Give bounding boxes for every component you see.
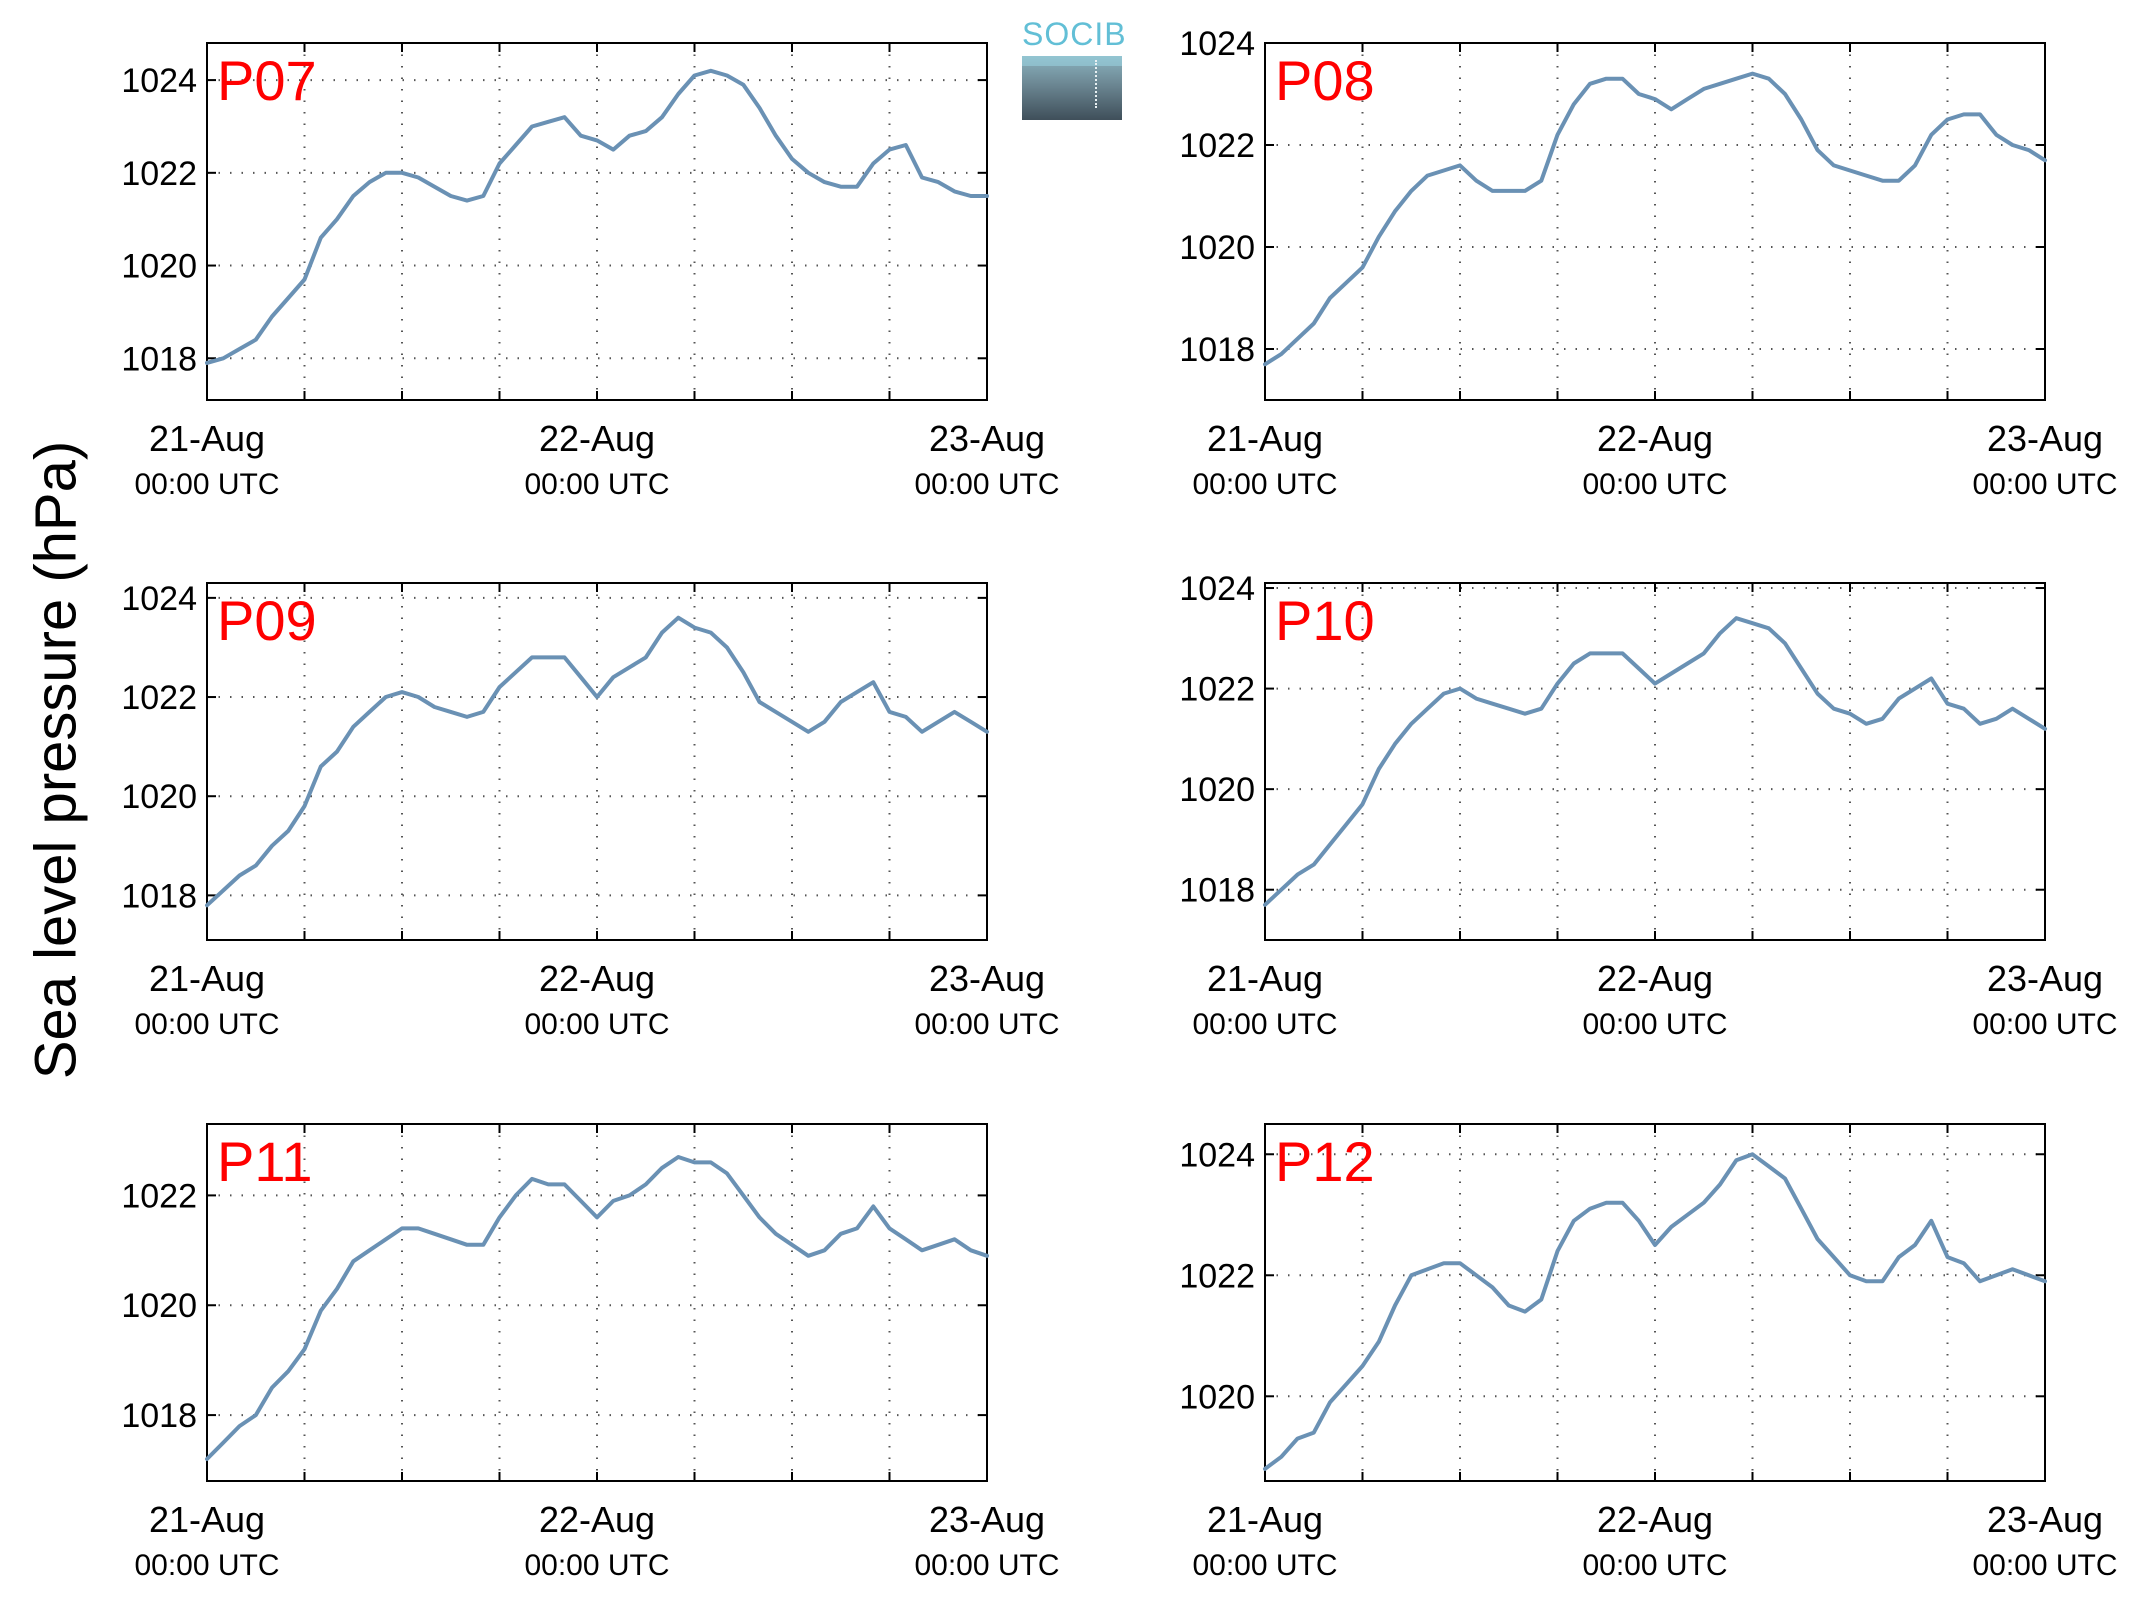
- axes-frame: [1264, 582, 2046, 941]
- y-tick-label: 1018: [121, 877, 197, 915]
- y-tick-label: 1018: [1179, 872, 1255, 910]
- x-tick-label-date: 23-Aug: [929, 1499, 1045, 1540]
- x-tick-label-time: 00:00 UTC: [914, 468, 1059, 501]
- x-tick-label-date: 23-Aug: [1987, 1499, 2103, 1540]
- x-tick-label-time: 00:00 UTC: [1192, 1008, 1337, 1041]
- y-tick-label: 1022: [121, 679, 197, 717]
- x-tick-label-time: 00:00 UTC: [1582, 468, 1727, 501]
- panel-label: P11: [217, 1130, 312, 1193]
- y-tick-label: 1020: [121, 248, 197, 286]
- x-tick-label-time: 00:00 UTC: [1582, 1549, 1727, 1582]
- x-tick-label-time: 00:00 UTC: [1972, 468, 2117, 501]
- x-tick-label-time: 00:00 UTC: [1972, 1549, 2117, 1582]
- x-tick-label-time: 00:00 UTC: [914, 1008, 1059, 1041]
- x-tick-label-time: 00:00 UTC: [1192, 468, 1337, 501]
- x-tick-label-date: 21-Aug: [149, 418, 265, 459]
- axes-frame: [206, 582, 988, 941]
- y-tick-label: 1022: [1179, 1257, 1255, 1295]
- y-tick-label: 1020: [1179, 229, 1255, 267]
- y-tick-label: 1020: [121, 1287, 197, 1325]
- x-tick-label-time: 00:00 UTC: [134, 1549, 279, 1582]
- y-tick-label: 1024: [121, 62, 197, 100]
- x-tick-label-time: 00:00 UTC: [524, 468, 669, 501]
- logo-text: SOCIB: [1022, 16, 1127, 52]
- y-tick-label: 1022: [1179, 127, 1255, 165]
- y-tick-label: 1022: [121, 155, 197, 193]
- x-tick-label-date: 23-Aug: [1987, 958, 2103, 999]
- axes-frame: [206, 42, 988, 401]
- socib-logo: SOCIB: [1022, 16, 1127, 120]
- pressure-series-line: [205, 615, 989, 908]
- x-tick-label-date: 21-Aug: [1207, 1499, 1323, 1540]
- y-tick-label: 1020: [121, 778, 197, 816]
- x-tick-label-time: 00:00 UTC: [914, 1549, 1059, 1582]
- x-tick-label-date: 22-Aug: [1597, 958, 1713, 999]
- chart-panel-p09: 1018 1020 1022 1024 21-Aug 00:00 UTC 22-Aug 00:…: [121, 580, 1059, 1041]
- y-tick-label: 1024: [121, 580, 197, 618]
- x-tick-label-date: 21-Aug: [149, 1499, 265, 1540]
- y-tick-label: 1018: [1179, 331, 1255, 369]
- pressure-series-line: [205, 68, 989, 365]
- x-tick-label-time: 00:00 UTC: [134, 1008, 279, 1041]
- x-tick-label-date: 22-Aug: [539, 1499, 655, 1540]
- y-tick-label: 1024: [1179, 25, 1255, 63]
- x-tick-label-time: 00:00 UTC: [1192, 1549, 1337, 1582]
- x-tick-label-date: 22-Aug: [1597, 1499, 1713, 1540]
- y-tick-label: 1020: [1179, 1378, 1255, 1416]
- chart-panel-p10: 1018 1020 1022 1024 21-Aug 00:00 UTC 22-Aug 00:…: [1179, 570, 2117, 1041]
- x-tick-label-date: 21-Aug: [1207, 958, 1323, 999]
- chart-panel-p12: 1020 1022 1024 21-Aug 00:00 UTC 22-Aug 00:00 U…: [1179, 1123, 2118, 1582]
- x-tick-label-date: 22-Aug: [1597, 418, 1713, 459]
- chart-panel-p11: 1018 1020 1022 21-Aug 00:00 UTC 22-Aug 00:00 U…: [121, 1123, 1060, 1582]
- y-tick-label: 1022: [1179, 671, 1255, 709]
- x-tick-label-date: 22-Aug: [539, 418, 655, 459]
- x-tick-label-time: 00:00 UTC: [134, 468, 279, 501]
- panel-label: P10: [1275, 589, 1375, 652]
- pressure-series-line: [1263, 1152, 2047, 1471]
- y-axis-label: Sea level pressure (hPa): [23, 440, 89, 1080]
- x-tick-label-date: 23-Aug: [929, 958, 1045, 999]
- chart-panel-p07: 1018 1020 1022 1024 21-Aug 00:00 UTC 22-Aug 00:…: [121, 42, 1060, 501]
- panel-label: P12: [1275, 1130, 1375, 1193]
- pressure-series-line: [1263, 616, 2047, 907]
- x-tick-label-time: 00:00 UTC: [524, 1549, 669, 1582]
- panel-label: P09: [217, 589, 317, 652]
- y-tick-label: 1022: [121, 1177, 197, 1215]
- pressure-series-line: [205, 1155, 989, 1461]
- y-tick-label: 1020: [1179, 771, 1255, 809]
- x-tick-label-time: 00:00 UTC: [524, 1008, 669, 1041]
- y-tick-label: 1024: [1179, 570, 1255, 608]
- x-tick-label-date: 21-Aug: [1207, 418, 1323, 459]
- y-tick-label: 1018: [121, 1397, 197, 1435]
- axes-frame: [1264, 42, 2046, 401]
- axes-frame: [206, 1123, 988, 1482]
- y-tick-label: 1024: [1179, 1136, 1255, 1174]
- y-tick-label: 1018: [121, 340, 197, 378]
- x-tick-label-date: 22-Aug: [539, 958, 655, 999]
- x-tick-label-date: 23-Aug: [1987, 418, 2103, 459]
- x-tick-label-date: 21-Aug: [149, 958, 265, 999]
- axes-frame: [1264, 1123, 2046, 1482]
- pressure-series-line: [1263, 71, 2047, 367]
- panel-label: P07: [217, 49, 317, 112]
- logo-graphic: [1022, 56, 1122, 120]
- x-tick-label-time: 00:00 UTC: [1582, 1008, 1727, 1041]
- x-tick-label-time: 00:00 UTC: [1972, 1008, 2117, 1041]
- chart-panel-p08: 1018 1020 1022 1024 21-Aug 00:00 UTC 22-Aug 00:…: [1179, 25, 2117, 501]
- panel-label: P08: [1275, 49, 1375, 112]
- x-tick-label-date: 23-Aug: [929, 418, 1045, 459]
